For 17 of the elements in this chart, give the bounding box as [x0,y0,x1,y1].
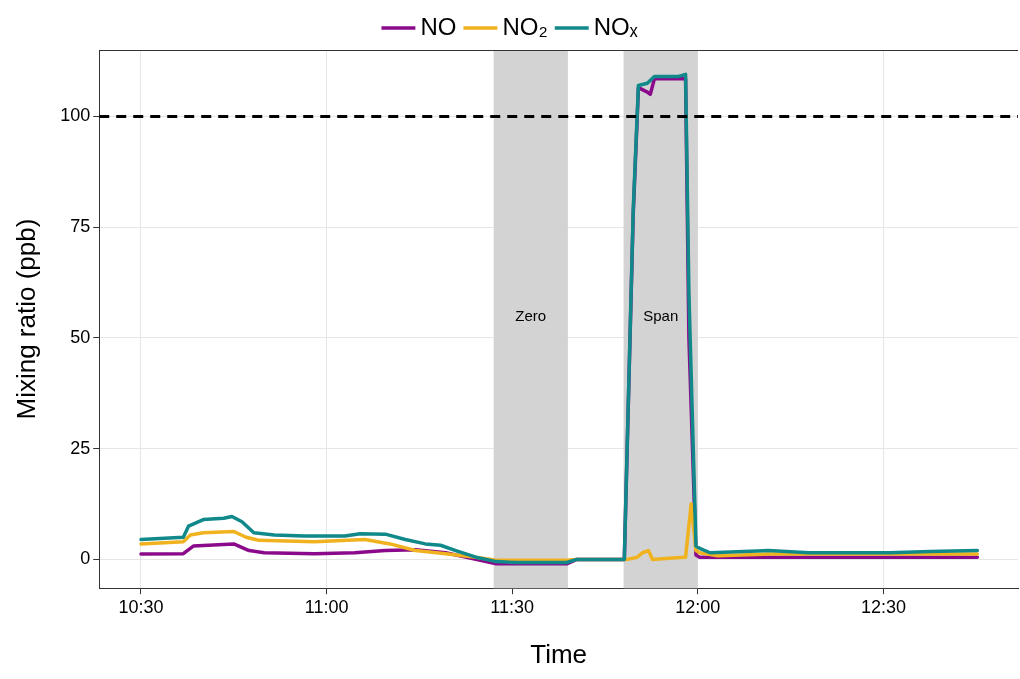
x-tick-label: 11:30 [490,596,535,617]
y-tick-label: 75 [70,216,91,237]
legend-label: NO [420,12,457,40]
x-axis-title: Time [530,638,588,669]
y-tick-label: 25 [70,437,91,458]
y-axis-title: Mixing ratio (ppb) [10,218,41,420]
x-tick-label: 11:00 [304,596,349,617]
y-tick-label: 0 [80,548,91,569]
x-tick-label: 12:30 [860,596,906,617]
band-label: Span [643,306,679,324]
x-tick-label: 10:30 [118,596,164,617]
legend-label: NOₓ [593,12,638,40]
band-label: Zero [515,306,547,324]
y-tick-label: 100 [60,105,91,126]
x-tick-label: 12:00 [675,596,721,617]
y-tick-label: 50 [70,326,91,347]
legend-label: NO₂ [502,12,548,40]
